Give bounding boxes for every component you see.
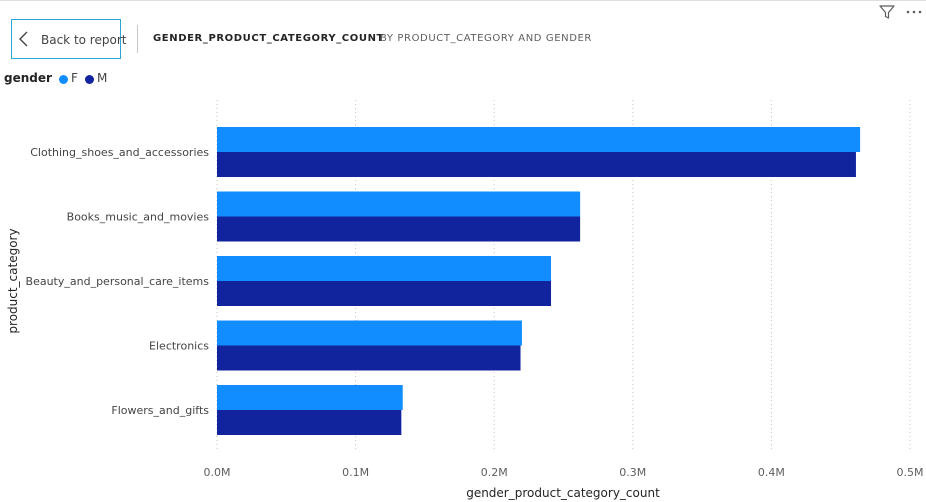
back-button-label: Back to report [41, 33, 127, 47]
more-options-icon[interactable] [905, 4, 923, 20]
back-to-report-button[interactable]: Back to report [11, 19, 126, 59]
top-divider [0, 0, 926, 1]
header-divider [137, 25, 138, 53]
legend-title: gender [4, 71, 52, 85]
bar-m [217, 152, 856, 177]
x-tick-label: 0.4M [758, 466, 785, 479]
bar-f [217, 320, 522, 346]
visual-title: GENDER_PRODUCT_CATEGORY_COUNT [153, 33, 384, 44]
y-tick-label: Flowers_and_gifts [111, 404, 209, 417]
y-tick-label: Electronics [149, 340, 209, 353]
y-tick-label: Clothing_shoes_and_accessories [30, 146, 209, 159]
visual-subtitle: BY PRODUCT_CATEGORY AND GENDER [380, 33, 592, 44]
y-tick-label: Beauty_and_personal_care_items [26, 275, 210, 288]
visual-header: Back to report GENDER_PRODUCT_CATEGORY_C… [0, 0, 926, 64]
chevron-left-icon [19, 31, 28, 47]
x-tick-label: 0.1M [342, 466, 369, 479]
bar-f [217, 385, 403, 410]
bar-f [217, 256, 552, 281]
bar-m [217, 410, 402, 435]
x-tick-label: 0.2M [481, 466, 508, 479]
x-axis-title: gender_product_category_count [466, 486, 660, 500]
bar-f [217, 191, 581, 217]
y-axis-title: product_category [6, 228, 20, 333]
legend-dot-m[interactable] [85, 75, 94, 84]
legend-label-f[interactable]: F [71, 71, 78, 85]
x-tick-label: 0.5M [897, 466, 924, 479]
x-tick-label: 0.0M [204, 466, 231, 479]
legend-dot-f[interactable] [59, 75, 68, 84]
filter-icon[interactable] [878, 4, 896, 20]
bar-m [217, 345, 521, 371]
y-tick-label: Books_music_and_movies [67, 211, 210, 224]
legend-label-m[interactable]: M [97, 71, 108, 85]
x-tick-label: 0.3M [619, 466, 646, 479]
y-axis-title-wrap: product_category [6, 228, 20, 333]
bar-f [217, 127, 861, 152]
bar-m [217, 281, 552, 306]
bar-m [217, 216, 581, 242]
